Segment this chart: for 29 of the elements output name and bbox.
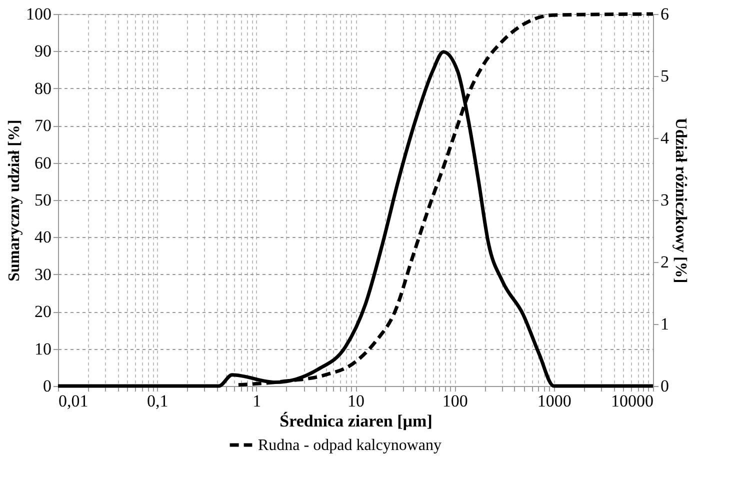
y-tick-label: 30 (34, 264, 52, 284)
y-tick-label: 90 (34, 42, 52, 61)
y2-tick-label: 3 (660, 190, 669, 210)
y2-tick-label: 0 (660, 376, 669, 396)
y-tick-label: 100 (26, 4, 52, 24)
y-axis-title: Sumaryczny udział [%] (6, 120, 23, 282)
legend-label: Rudna - odpad kalcynowany (258, 437, 442, 454)
y2-tick-label: 2 (660, 252, 669, 272)
x-tick-label: 100 (442, 392, 468, 410)
x-tick-label: 0,1 (147, 392, 168, 410)
y2-tick-label: 5 (660, 66, 669, 86)
x-tick-label: 10000 (611, 392, 654, 410)
x-tick-label: 1 (252, 392, 262, 410)
y-tick-label: 50 (34, 190, 52, 210)
y-tick-label: 20 (34, 302, 52, 322)
y2-tick-label: 6 (660, 4, 669, 24)
y2-axis-title: Udział różniczkowy [%] (672, 118, 689, 284)
x-tick-label: 1000 (537, 392, 572, 410)
y2-tick-label: 1 (660, 314, 669, 334)
y2-tick-label: 4 (660, 128, 670, 148)
x-tick-label: 10 (348, 392, 364, 410)
x-axis-title: Średnica ziaren [µm] (280, 412, 432, 430)
y-tick-label: 0 (43, 376, 52, 396)
y-tick-label: 80 (34, 78, 52, 98)
y-tick-label: 40 (34, 228, 52, 247)
y-tick-label: 60 (34, 153, 52, 172)
y-tick-label: 10 (34, 339, 52, 358)
y-tick-label: 70 (34, 116, 52, 136)
x-tick-label: 0,01 (58, 392, 88, 410)
